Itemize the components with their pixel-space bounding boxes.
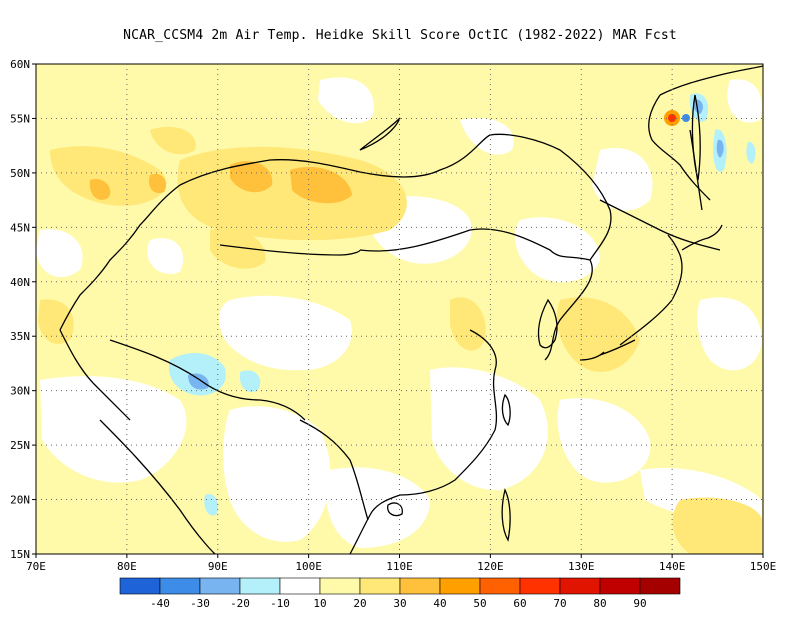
colorbar-label: 10: [313, 597, 326, 610]
lat-tick-label: 30N: [10, 385, 30, 398]
lon-tick-label: 130E: [568, 560, 595, 573]
colorbar-label: -20: [230, 597, 250, 610]
lon-tick-label: 90E: [208, 560, 228, 573]
lon-tick-label: 150E: [750, 560, 777, 573]
colorbar-swatch: [519, 577, 561, 595]
lat-tick-label: 55N: [10, 112, 30, 125]
colorbar-swatch: [359, 577, 401, 595]
colorbar-swatch: [559, 577, 601, 595]
lon-tick-label: 80E: [117, 560, 137, 573]
field-blue-regions: [188, 99, 724, 390]
colorbar-swatch: [639, 577, 681, 595]
lat-tick-label: 45N: [10, 221, 30, 234]
colorbar-swatch: [159, 577, 201, 595]
colorbar-label: 80: [593, 597, 606, 610]
colorbar-label: 30: [393, 597, 406, 610]
colorbar-swatch: [239, 577, 281, 595]
colorbar-swatch: [439, 577, 481, 595]
map-title: NCAR_CCSM4 2m Air Temp. Heidke Skill Sco…: [123, 28, 677, 43]
lat-tick-label: 35N: [10, 330, 30, 343]
lat-tick-label: 25N: [10, 439, 30, 452]
field-orange-regions: [89, 161, 352, 204]
colorbar-label: 20: [353, 597, 366, 610]
lat-tick-label: 50N: [10, 167, 30, 180]
colorbar: -40 -30 -20 -10 10 20 30 40 50 60 70 80 90: [119, 577, 681, 610]
colorbar-swatch: [279, 577, 321, 595]
lat-tick-label: 20N: [10, 494, 30, 507]
colorbar-label: 50: [473, 597, 486, 610]
colorbar-label: -10: [270, 597, 290, 610]
lat-tick-label: 15N: [10, 548, 30, 561]
lat-tick-label: 40N: [10, 276, 30, 289]
colorbar-label: 60: [513, 597, 526, 610]
colorbar-swatch: [479, 577, 521, 595]
colorbar-label: 70: [553, 597, 566, 610]
lon-tick-label: 110E: [386, 560, 413, 573]
axis-ticks: 70E 80E 90E 100E 110E 120E 130E 140E 150E 15N 20N 2…: [10, 58, 776, 573]
lon-tick-label: 100E: [295, 560, 322, 573]
lat-tick-label: 60N: [10, 58, 30, 71]
lon-tick-label: 120E: [477, 560, 504, 573]
lon-tick-label: 140E: [659, 560, 686, 573]
lon-tick-label: 70E: [26, 560, 46, 573]
colorbar-label: -40: [150, 597, 170, 610]
colorbar-label: -30: [190, 597, 210, 610]
colorbar-swatch: [599, 577, 641, 595]
graticule: [36, 64, 763, 554]
colorbar-label: 40: [433, 597, 446, 610]
colorbar-swatch: [199, 577, 241, 595]
colorbar-swatch: [319, 577, 361, 595]
colorbar-swatch: [119, 577, 161, 595]
coastlines: [59, 65, 763, 554]
colorbar-swatch: [399, 577, 441, 595]
colorbar-label: 90: [633, 597, 646, 610]
